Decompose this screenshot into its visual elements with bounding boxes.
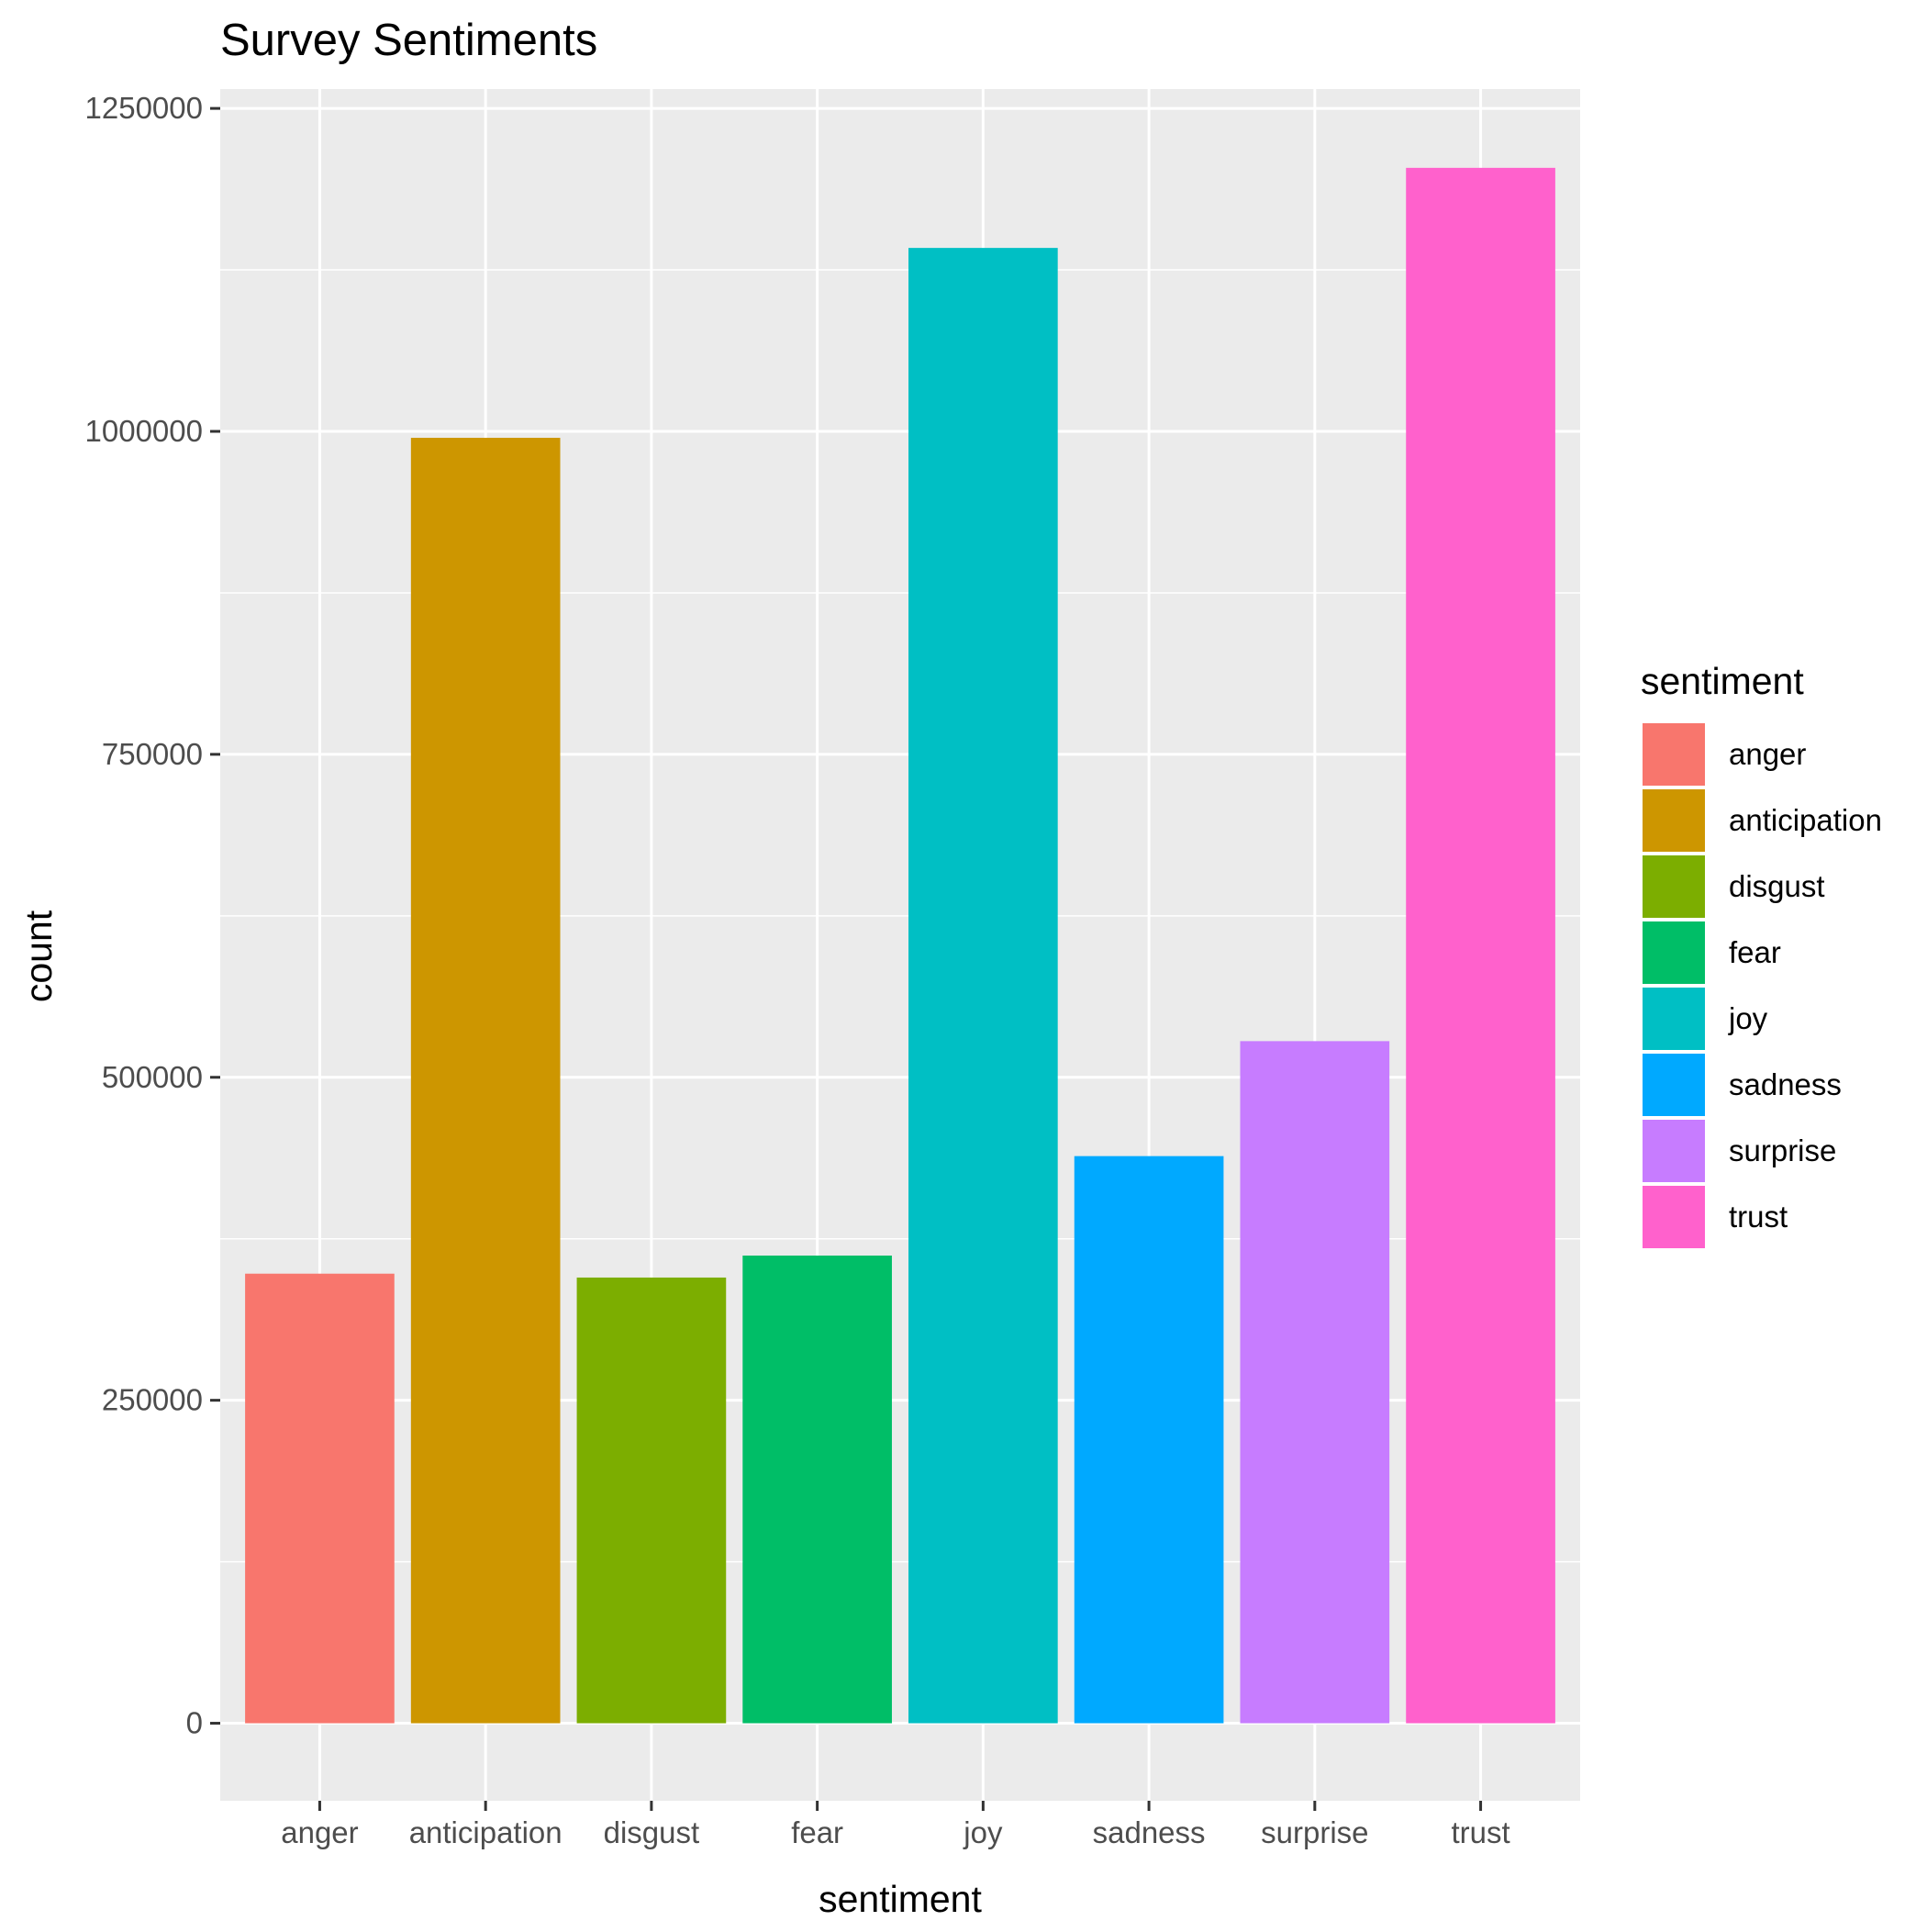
bar-anger <box>245 1273 395 1724</box>
x-tick-label: anticipation <box>409 1815 563 1849</box>
legend-title: sentiment <box>1641 660 1804 702</box>
bar-anticipation <box>410 438 561 1724</box>
legend-label: surprise <box>1729 1134 1836 1167</box>
x-tick-label: sadness <box>1093 1815 1206 1849</box>
legend-swatch-disgust <box>1643 855 1705 918</box>
bar-joy <box>908 248 1058 1724</box>
bar-fear <box>742 1256 892 1724</box>
legend: anger anticipation disgust fear joy sadness su… <box>1641 721 1882 1250</box>
x-axis-title: sentiment <box>819 1878 982 1920</box>
x-tick-label: anger <box>281 1815 358 1849</box>
bar-trust <box>1406 167 1555 1724</box>
bar-sadness <box>1074 1156 1224 1724</box>
axes: 0 250000 500000 750000 1000000 1250000 anger an… <box>85 91 1510 1849</box>
y-tick-label: 0 <box>186 1706 203 1740</box>
legend-label: anger <box>1729 737 1806 771</box>
legend-label: joy <box>1728 1001 1768 1035</box>
legend-swatch-surprise <box>1643 1120 1705 1182</box>
legend-swatch-trust <box>1643 1186 1705 1248</box>
bar-disgust <box>576 1277 727 1724</box>
x-tick-label: joy <box>963 1815 1003 1849</box>
legend-label: fear <box>1729 935 1781 969</box>
legend-label: trust <box>1729 1200 1788 1234</box>
legend-label: sadness <box>1729 1067 1842 1101</box>
x-tick-label: fear <box>791 1815 843 1849</box>
legend-swatch-fear <box>1643 921 1705 984</box>
y-tick-label: 500000 <box>102 1060 203 1094</box>
legend-swatch-sadness <box>1643 1054 1705 1116</box>
bars <box>245 167 1555 1724</box>
chart-title: Survey Sentiments <box>220 16 597 65</box>
x-tick-label: trust <box>1451 1815 1509 1849</box>
legend-swatch-joy <box>1643 988 1705 1050</box>
x-tick-label: surprise <box>1261 1815 1368 1849</box>
legend-swatch-anticipation <box>1643 789 1705 852</box>
y-tick-label: 1250000 <box>85 91 203 125</box>
x-tick-label: disgust <box>604 1815 700 1849</box>
y-axis-title: count <box>17 910 60 1002</box>
y-tick-label: 1000000 <box>85 414 203 448</box>
y-tick-label: 250000 <box>102 1383 203 1417</box>
y-tick-label: 750000 <box>102 737 203 771</box>
legend-label: disgust <box>1729 869 1825 903</box>
bar-surprise <box>1240 1041 1390 1724</box>
legend-label: anticipation <box>1729 803 1882 837</box>
legend-swatch-anger <box>1643 723 1705 786</box>
